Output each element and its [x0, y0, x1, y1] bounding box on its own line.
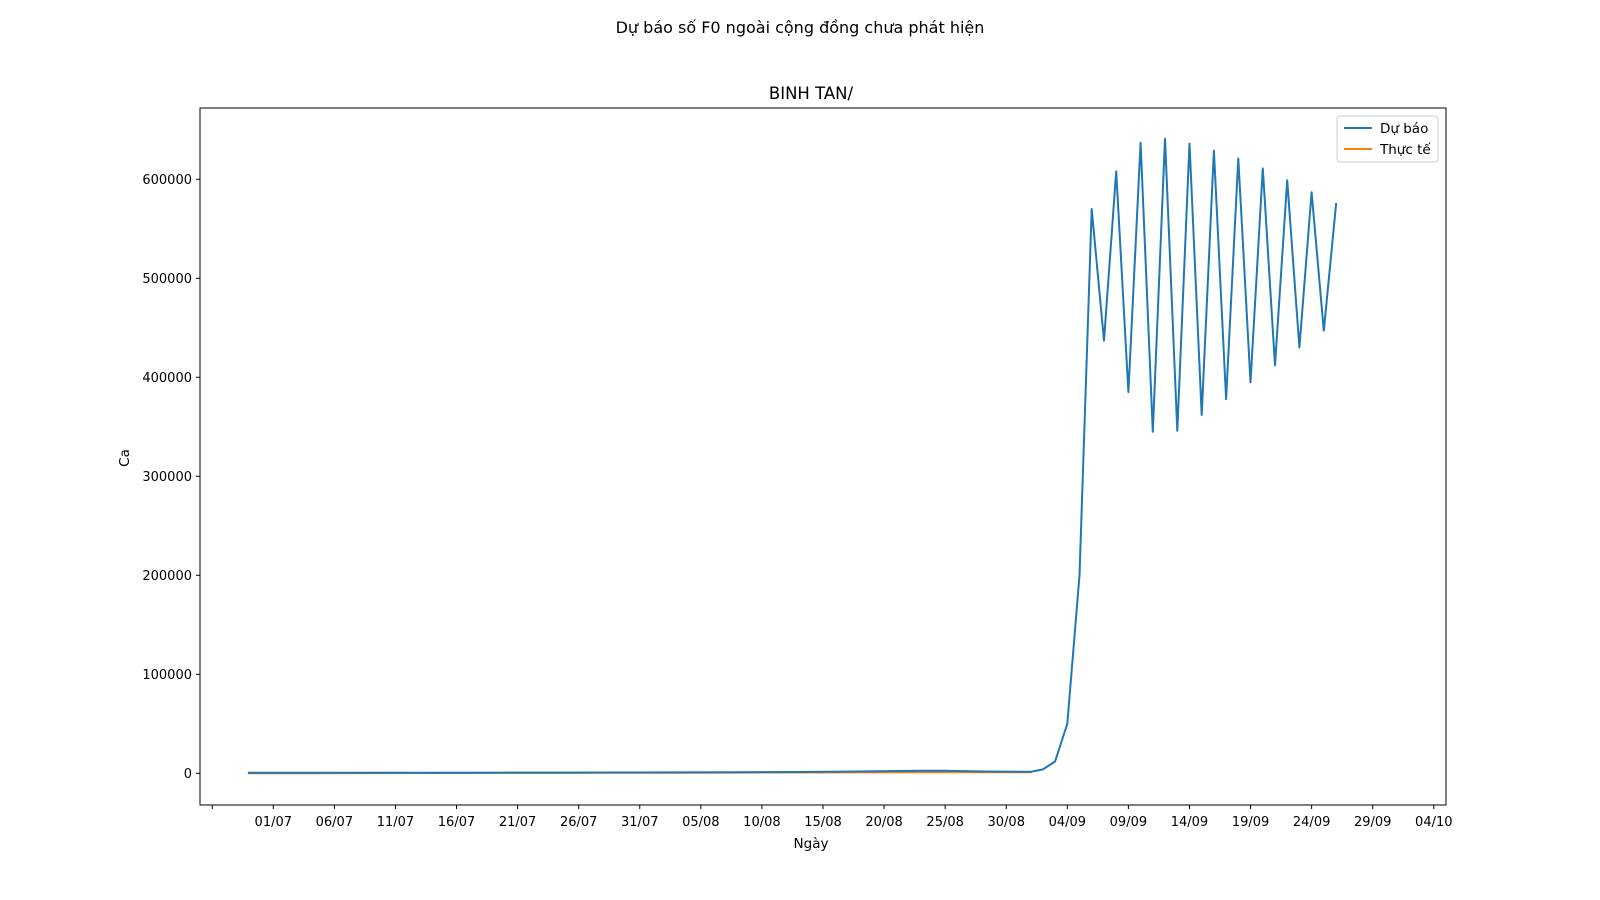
x-tick-label: 24/09: [1293, 815, 1330, 830]
x-tick-label: 04/10: [1415, 815, 1452, 830]
x-tick-label: 26/07: [560, 815, 597, 830]
legend: Dự báo Thực tế: [1336, 115, 1439, 163]
plot-frame: [199, 107, 1447, 806]
legend-label-forecast: Dự báo: [1380, 121, 1428, 137]
y-tick-label: 200000: [142, 569, 192, 584]
x-axis-ticks: 01/07 06/07 11/07 16/07 21/07 26/07 31/07 05/08…: [211, 805, 1453, 830]
x-tick-label: 21/07: [499, 815, 536, 830]
x-tick-label: 11/07: [377, 815, 414, 830]
legend-label-actual: Thực tế: [1379, 141, 1431, 158]
x-tick-label: 19/09: [1232, 815, 1269, 830]
chart-title: BINH TAN/: [769, 84, 854, 103]
x-tick-label: 05/08: [682, 815, 719, 830]
x-tick-label: 29/09: [1354, 815, 1391, 830]
x-tick-label: 15/08: [804, 815, 841, 830]
y-tick-label: 500000: [142, 272, 192, 287]
y-tick-label: 0: [184, 767, 192, 782]
x-tick-label: 10/08: [743, 815, 780, 830]
y-tick-label: 400000: [142, 371, 192, 386]
x-tick-label: 20/08: [865, 815, 902, 830]
x-tick-label: 04/09: [1049, 815, 1086, 830]
x-tick-label: 31/07: [621, 815, 658, 830]
figure-suptitle: Dự báo số F0 ngoài cộng đồng chưa phát h…: [616, 18, 985, 37]
x-tick-label: 09/09: [1110, 815, 1147, 830]
y-tick-label: 600000: [142, 173, 192, 188]
x-tick-label: 25/08: [926, 815, 963, 830]
series-line-forecast: [247, 137, 1338, 774]
x-tick-label: 14/09: [1171, 815, 1208, 830]
x-tick-label: 16/07: [438, 815, 475, 830]
x-tick-label: 01/07: [255, 815, 292, 830]
x-tick-label: 30/08: [988, 815, 1025, 830]
y-tick-label: 100000: [142, 668, 192, 683]
y-axis-label: Ca: [117, 449, 133, 467]
y-tick-label: 300000: [142, 470, 192, 485]
y-axis-ticks: 0 100000 200000 300000 400000 500000 600000: [142, 173, 200, 782]
x-tick-label: 06/07: [316, 815, 353, 830]
x-axis-label: Ngày: [794, 836, 829, 852]
series-layer: [247, 137, 1338, 775]
